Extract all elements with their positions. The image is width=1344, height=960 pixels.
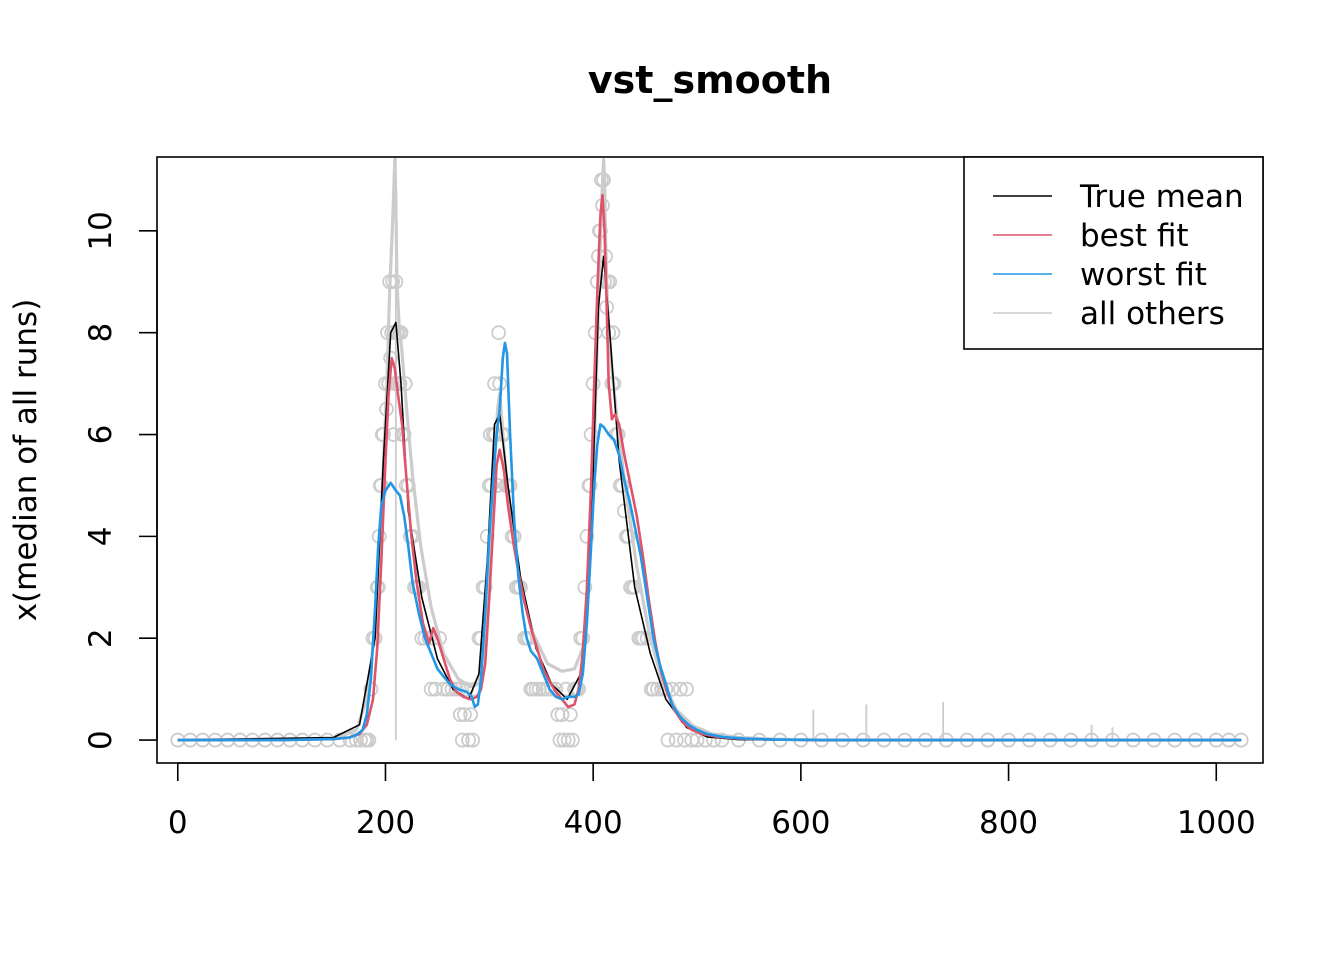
observed-point (714, 732, 730, 748)
observed-point (602, 274, 618, 290)
observed-point (502, 478, 518, 493)
observed-point (660, 732, 676, 748)
chart-title: vst_smooth (588, 58, 832, 102)
x-tick-label: 400 (564, 805, 623, 841)
observed-point (361, 732, 377, 748)
x-axis: 0 200 400 600 800 1000 (168, 762, 1256, 841)
observed-point (577, 579, 593, 595)
observed-point (465, 732, 481, 748)
series-lines (177, 157, 1242, 742)
y-tick-label: 4 (83, 527, 119, 547)
legend-box (963, 156, 1264, 350)
observed-point (454, 732, 470, 748)
observed-point (679, 681, 695, 697)
observed-point (689, 732, 705, 748)
y-axis-title: x(median of all runs) (8, 299, 44, 622)
observed-point (560, 732, 576, 748)
series-line-worst-fit (177, 341, 1242, 742)
plot-area (170, 157, 1249, 748)
observed-point (556, 732, 572, 748)
observed-point (421, 630, 437, 646)
observed-point (579, 528, 595, 544)
observed-point (384, 325, 400, 341)
y-tick-label: 10 (83, 211, 119, 250)
legend-label-worst-fit: worst fit (1080, 257, 1207, 293)
y-tick-label: 2 (83, 628, 119, 648)
observed-point (564, 732, 580, 748)
observed-point (562, 707, 578, 723)
y-axis: 0 2 4 6 8 10 (83, 211, 158, 750)
observed-point (650, 681, 665, 697)
observed-point (456, 707, 472, 723)
x-tick-label: 800 (979, 805, 1038, 841)
x-tick-label: 200 (356, 805, 415, 841)
x-tick-label: 1000 (1177, 805, 1256, 841)
legend-label-all-others: all others (1080, 296, 1225, 332)
x-tick-label: 0 (168, 805, 188, 841)
y-tick-label: 6 (83, 425, 119, 445)
x-tick-label: 600 (771, 805, 830, 841)
observed-point (463, 707, 479, 723)
observed-point (554, 707, 570, 723)
observed-point (668, 732, 684, 748)
observed-point (452, 707, 468, 723)
legend-label-true-mean: True mean (1079, 179, 1244, 215)
legend-label-best-fit: best fit (1080, 218, 1189, 254)
y-tick-label: 0 (83, 730, 119, 750)
observed-point (673, 681, 688, 697)
observed-point (491, 325, 507, 341)
y-tick-label: 8 (83, 323, 119, 343)
observed-point (461, 732, 476, 748)
